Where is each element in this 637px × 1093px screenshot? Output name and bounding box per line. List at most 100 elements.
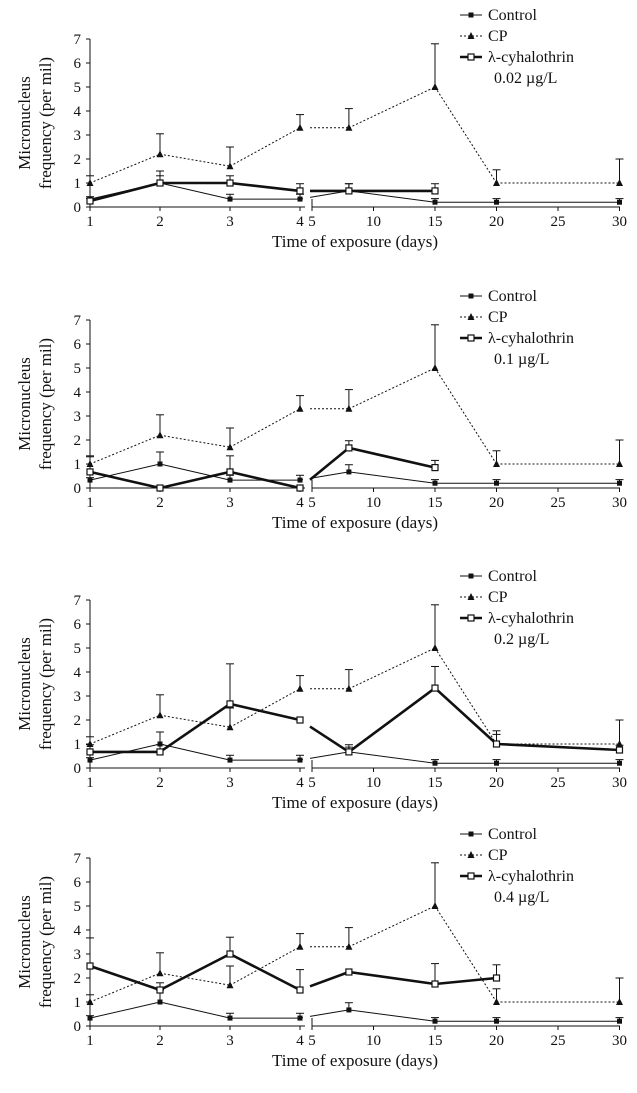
data-point-open-square — [156, 484, 164, 492]
x-tick-label: 3 — [226, 495, 234, 511]
x-tick-label: 4 — [296, 1033, 304, 1049]
data-point-triangle — [226, 162, 234, 170]
data-point-triangle — [156, 711, 164, 719]
series-control — [86, 170, 624, 205]
series-line-segment — [229, 470, 301, 490]
series-line-segment — [159, 470, 231, 490]
x-tick-label: 1 — [86, 1033, 94, 1049]
legend-marker-open-square — [467, 614, 475, 622]
data-point-triangle — [156, 969, 164, 977]
x-tick-label: 20 — [489, 775, 504, 791]
data-point-triangle — [296, 123, 304, 131]
y-axis-label: Micronucleus — [15, 895, 34, 988]
y-tick-label: 5 — [74, 641, 82, 657]
series-line-segment — [229, 408, 301, 448]
legend-marker-triangle — [467, 593, 475, 600]
x-tick-label: 3 — [226, 1033, 234, 1049]
legend-marker-triangle — [467, 32, 475, 39]
series-line-segment — [309, 751, 349, 759]
data-point-open-square — [86, 962, 94, 970]
x-tick-label: 4 — [296, 775, 304, 791]
series-line-segment — [348, 86, 436, 129]
y-tick-label: 4 — [74, 104, 82, 120]
x-tick-label: 30 — [612, 214, 627, 230]
data-point-triangle — [156, 431, 164, 439]
y-tick-label: 5 — [74, 80, 82, 96]
legend-label: λ-cyhalothrin — [488, 610, 574, 627]
x-tick-label: 2 — [156, 1033, 164, 1049]
series-line-segment — [348, 367, 436, 410]
series-control — [86, 451, 624, 486]
data-point-open-square — [86, 468, 94, 476]
series-line-segment — [229, 181, 301, 193]
x-tick-label: 4 — [296, 214, 304, 230]
series-line-segment — [434, 367, 497, 465]
legend-label: CP — [488, 589, 508, 606]
data-point-square — [297, 477, 303, 483]
y-tick-label: 3 — [74, 409, 82, 425]
x-tick-label: 2 — [156, 214, 164, 230]
data-point-open-square — [431, 684, 439, 692]
series-line-segment — [229, 688, 301, 728]
y-tick-label: 6 — [74, 56, 82, 72]
x-tick-label: 15 — [428, 1033, 443, 1049]
legend-marker-open-square — [467, 334, 475, 342]
data-point-square — [157, 741, 163, 747]
y-tick-label: 0 — [74, 1019, 82, 1035]
series-line-segment — [348, 647, 436, 690]
legend-label: Control — [488, 288, 537, 305]
data-point-triangle — [345, 942, 353, 950]
series-line-segment — [309, 1009, 349, 1017]
data-point-square — [157, 999, 163, 1005]
series-line-segment — [229, 946, 301, 986]
legend-label: λ-cyhalothrin — [488, 49, 574, 66]
series-line-segment — [159, 1001, 231, 1019]
data-point-square — [227, 196, 233, 202]
series-line-segment — [159, 434, 231, 448]
data-point-open-square — [296, 484, 304, 492]
y-tick-label: 1 — [74, 737, 82, 753]
series-line-segment — [348, 970, 436, 986]
y-tick-label: 5 — [74, 899, 82, 915]
x-tick-label: 10 — [366, 775, 381, 791]
data-point-square — [297, 757, 303, 763]
y-tick-label: 2 — [74, 152, 82, 168]
y-tick-label: 7 — [74, 593, 82, 609]
series-line-segment — [159, 182, 231, 200]
data-point-square — [617, 1018, 622, 1024]
data-point-open-square — [226, 179, 234, 187]
y-tick-label: 6 — [74, 617, 82, 633]
data-point-square — [494, 199, 499, 205]
data-point-triangle — [616, 998, 623, 1005]
x-tick-label: 30 — [612, 495, 627, 511]
x-tick-label: 5 — [308, 214, 316, 230]
x-tick-label: 3 — [226, 775, 234, 791]
series-line-segment — [309, 725, 350, 754]
y-axis-label: frequency (per mil) — [36, 338, 55, 470]
x-tick-label: 5 — [308, 495, 316, 511]
legend-marker-open-square — [467, 872, 475, 880]
data-point-open-square — [226, 468, 234, 476]
series-line-segment — [229, 952, 301, 992]
data-point-open-square — [431, 980, 439, 988]
data-point-square — [617, 199, 622, 205]
series-line-segment — [159, 702, 231, 753]
y-tick-label: 1 — [74, 457, 82, 473]
legend-label: Control — [488, 7, 537, 24]
series-line-segment — [348, 1009, 436, 1022]
data-point-open-square — [345, 968, 353, 976]
data-point-square — [494, 760, 499, 766]
legend: Control CP λ-cyhalothrin 0.4 µg/L — [460, 826, 574, 906]
legend-marker-square — [468, 12, 474, 18]
data-point-triangle — [296, 404, 304, 412]
data-point-square — [157, 461, 163, 467]
data-point-square — [227, 477, 233, 483]
series-lambda-cyhalothrin — [86, 175, 439, 205]
x-tick-label: 2 — [156, 495, 164, 511]
series-line-segment — [348, 190, 436, 203]
series-line-segment — [89, 434, 161, 465]
series-lambda-cyhalothrin — [86, 663, 624, 756]
y-tick-label: 2 — [74, 433, 82, 449]
data-point-triangle — [616, 460, 623, 467]
